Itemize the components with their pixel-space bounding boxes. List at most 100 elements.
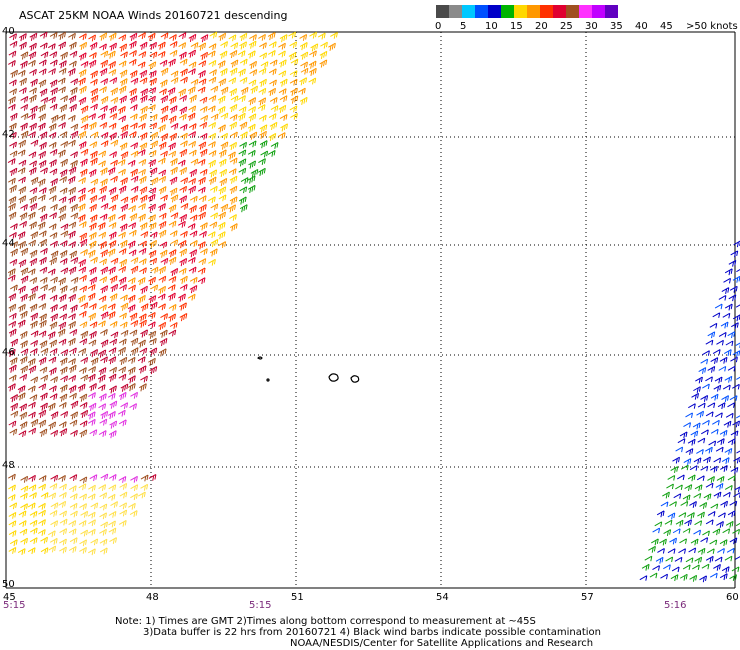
- wind-barb: [127, 277, 136, 285]
- wind-barb: [69, 41, 77, 50]
- wind-barb: [278, 70, 287, 78]
- wind-barb: [189, 195, 198, 203]
- wind-barb: [50, 276, 58, 284]
- wind-barb: [40, 51, 49, 59]
- wind-barb: [138, 203, 146, 210]
- wind-barb: [88, 366, 96, 373]
- wind-barb: [130, 142, 139, 150]
- wind-barb: [99, 258, 107, 266]
- wind-barb: [147, 321, 156, 329]
- wind-barb: [718, 365, 727, 372]
- wind-barb: [68, 221, 77, 229]
- wind-barb: [17, 69, 26, 77]
- wind-barb: [19, 310, 28, 319]
- wind-barb: [110, 139, 119, 147]
- wind-barb: [139, 113, 147, 122]
- wind-barb: [78, 177, 86, 184]
- wind-barb: [58, 401, 67, 409]
- wind-barb: [27, 358, 36, 367]
- wind-barb: [675, 446, 684, 453]
- wind-barb: [228, 151, 236, 160]
- wind-barb: [58, 205, 67, 214]
- wind-barb: [238, 68, 246, 77]
- wind-barb: [148, 330, 157, 339]
- legend-swatch: [462, 5, 475, 18]
- wind-barb: [88, 484, 96, 492]
- wind-barb: [696, 475, 705, 481]
- wind-barb: [667, 475, 676, 481]
- wind-barb: [110, 96, 119, 104]
- wind-barb: [100, 50, 109, 58]
- wind-barb: [50, 502, 59, 510]
- wind-barb: [247, 50, 256, 59]
- wind-barb: [730, 356, 738, 363]
- wind-barb: [50, 178, 58, 187]
- wind-barb: [217, 221, 226, 231]
- wind-barb: [50, 240, 58, 248]
- legend-swatch: [553, 5, 566, 18]
- wind-barb: [109, 151, 117, 158]
- wind-barb: [317, 32, 326, 40]
- wind-barb: [59, 483, 67, 491]
- wind-barb: [139, 347, 148, 355]
- wind-barb: [648, 545, 656, 553]
- wind-barb: [178, 220, 186, 228]
- wind-barb: [109, 338, 118, 346]
- wind-barb: [78, 221, 87, 228]
- wind-barb: [700, 537, 709, 543]
- wind-barb: [98, 194, 106, 202]
- wind-barb: [59, 285, 68, 294]
- wind-barb: [250, 85, 258, 94]
- wind-barb: [220, 203, 229, 212]
- wind-barb: [189, 214, 198, 222]
- wind-barb: [158, 141, 167, 150]
- wind-barb: [138, 313, 147, 322]
- wind-barb: [129, 403, 137, 410]
- wind-barb: [8, 511, 17, 519]
- wind-barb: [219, 177, 228, 187]
- wind-barb: [188, 68, 196, 75]
- wind-barb: [99, 121, 108, 129]
- wind-barb: [49, 510, 58, 517]
- wind-barb: [258, 97, 267, 106]
- wind-barb: [169, 176, 178, 185]
- wind-barb: [68, 364, 77, 373]
- wind-barb: [208, 159, 216, 168]
- wind-barb: [644, 555, 653, 562]
- wind-barb: [130, 337, 139, 346]
- wind-barb: [38, 104, 46, 113]
- wind-barb: [19, 33, 27, 42]
- wind-barb: [108, 520, 116, 528]
- wind-barb: [180, 132, 188, 140]
- wind-barb: [109, 420, 118, 429]
- wind-barb: [20, 51, 29, 60]
- wind-barb: [278, 50, 286, 58]
- wind-barb: [290, 95, 299, 104]
- wind-barb: [689, 465, 698, 471]
- wind-barb: [240, 177, 249, 184]
- wind-barb: [160, 194, 168, 202]
- wind-barb: [160, 114, 168, 123]
- wind-barb: [28, 151, 37, 159]
- wind-barb: [228, 204, 236, 213]
- wind-barb: [30, 340, 38, 347]
- wind-barb: [180, 230, 188, 238]
- wind-barb: [188, 140, 196, 148]
- wind-barb: [88, 266, 97, 275]
- wind-barb: [169, 230, 178, 237]
- wind-barb: [159, 88, 167, 96]
- wind-barb: [220, 86, 229, 95]
- wind-barb: [99, 43, 107, 51]
- wind-barb: [69, 347, 77, 355]
- wind-barb: [656, 510, 665, 518]
- wind-barb: [299, 42, 308, 51]
- wind-barb: [168, 115, 177, 124]
- wind-barb: [20, 503, 28, 511]
- wind-barb: [229, 214, 237, 221]
- wind-barb: [179, 258, 188, 267]
- wind-barb: [660, 573, 668, 580]
- wind-barb: [299, 96, 308, 105]
- wind-barb: [80, 330, 89, 339]
- wind-barb: [49, 32, 58, 39]
- wind-barb: [38, 113, 47, 122]
